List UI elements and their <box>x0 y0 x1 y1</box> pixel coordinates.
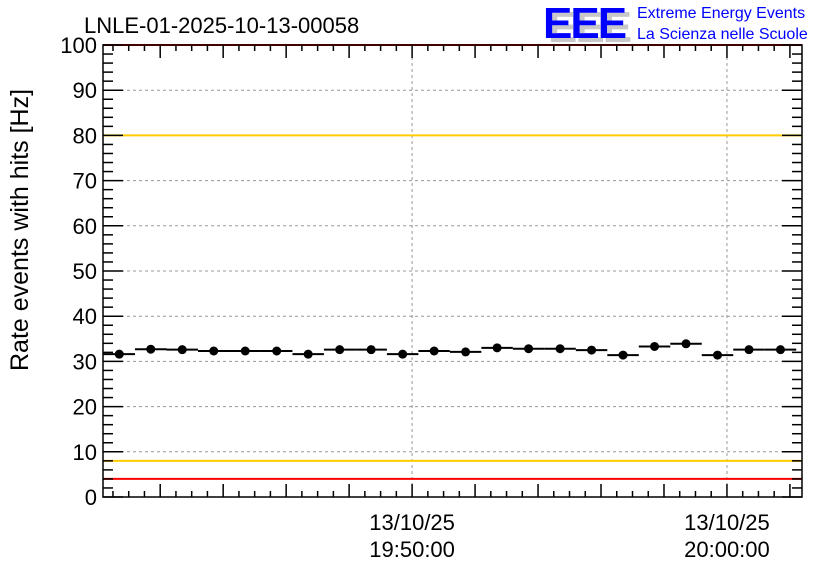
data-point <box>681 339 691 349</box>
data-point <box>335 345 345 355</box>
x-tick-date: 13/10/25 <box>369 510 455 535</box>
data-point <box>618 350 628 360</box>
data-point <box>303 349 313 359</box>
data-point <box>461 347 471 357</box>
y-tick-label: 20 <box>73 395 97 420</box>
y-tick-label: 40 <box>73 304 97 329</box>
logo-line2: La Scienza nelle Scuole <box>637 26 808 43</box>
plot-area: 010203040506070809010013/10/2519:50:0013… <box>60 33 803 562</box>
data-point <box>272 346 282 356</box>
data-point <box>713 350 723 360</box>
data-point <box>775 345 785 355</box>
logo-text: EEE <box>543 0 626 48</box>
y-tick-label: 10 <box>73 440 97 465</box>
x-tick-time: 20:00:00 <box>684 537 770 562</box>
y-axis-label: Rate events with hits [Hz] <box>6 89 34 371</box>
data-point <box>177 345 187 355</box>
data-point <box>492 343 502 353</box>
eee-logo: EEE Extreme Energy Events La Scienza nel… <box>543 0 808 48</box>
y-tick-label: 60 <box>73 214 97 239</box>
y-tick-label: 30 <box>73 349 97 374</box>
x-tick-date: 13/10/25 <box>684 510 770 535</box>
y-tick-label: 50 <box>73 259 97 284</box>
y-tick-label: 80 <box>73 123 97 148</box>
data-point <box>524 344 534 354</box>
y-tick-label: 70 <box>73 169 97 194</box>
data-point <box>240 346 250 356</box>
y-tick-label: 100 <box>60 33 97 58</box>
logo-line1: Extreme Energy Events <box>637 5 805 22</box>
data-point <box>114 349 124 359</box>
data-point <box>146 344 156 354</box>
data-point <box>744 345 754 355</box>
chart-title: LNLE-01-2025-10-13-00058 <box>84 13 359 38</box>
x-tick-time: 19:50:00 <box>369 537 455 562</box>
data-point <box>398 349 408 359</box>
data-point <box>209 346 219 356</box>
y-tick-label: 0 <box>85 485 97 510</box>
data-point <box>366 345 376 355</box>
data-point <box>650 341 660 351</box>
data-point <box>555 344 565 354</box>
data-point <box>587 345 597 355</box>
data-point <box>429 346 439 356</box>
y-tick-label: 90 <box>73 78 97 103</box>
